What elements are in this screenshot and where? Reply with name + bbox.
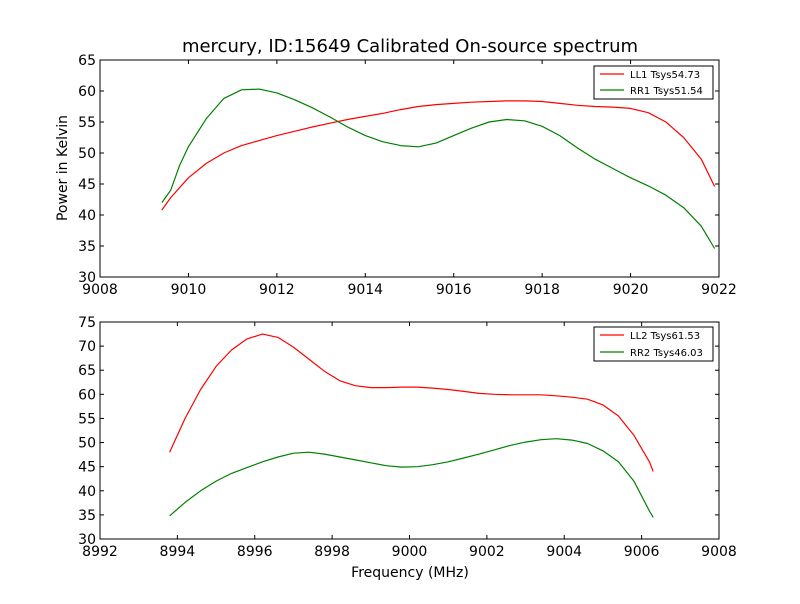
top-legend-label-ll1: LL1 Tsys54.73 xyxy=(630,70,700,81)
top-y-tick-label: 45 xyxy=(78,177,96,193)
top-y-tick-label: 55 xyxy=(78,115,96,131)
top-series-line-1 xyxy=(161,88,716,249)
top-x-tick-label: 9020 xyxy=(613,282,649,298)
top-legend-box xyxy=(593,65,714,100)
bottom-y-tick-label: 30 xyxy=(78,532,96,548)
top-x-tick-label: 9018 xyxy=(524,282,560,298)
top-y-ticks: 30 35 40 45 50 55 60 65 xyxy=(78,53,719,286)
bottom-series-line-1 xyxy=(169,438,654,518)
top-y-tick-label: 30 xyxy=(78,270,96,286)
top-plot: 9008 9010 9012 9014 9016 9018 9020 9022 30 35 40 4… xyxy=(55,53,737,298)
top-y-axis-label: Power in Kelvin xyxy=(55,115,71,221)
bottom-legend: LL2 Tsys61.53 RR2 Tsys46.03 xyxy=(593,326,714,362)
bottom-x-tick-label: 8994 xyxy=(160,544,196,560)
bottom-y-tick-label: 55 xyxy=(78,411,96,427)
top-y-tick-label: 40 xyxy=(78,208,96,224)
top-x-tick-label: 9014 xyxy=(347,282,383,298)
bottom-x-tick-label: 8992 xyxy=(82,544,118,560)
bottom-y-tick-label: 35 xyxy=(78,508,96,524)
bottom-x-tick-label: 9008 xyxy=(701,544,737,560)
top-series-lines xyxy=(161,88,716,249)
bottom-x-tick-label: 9004 xyxy=(546,544,582,560)
top-series-line-0 xyxy=(161,100,716,211)
bottom-x-tick-label: 9000 xyxy=(392,544,428,560)
top-x-tick-label: 9012 xyxy=(259,282,295,298)
bottom-y-tick-label: 40 xyxy=(78,484,96,500)
bottom-x-axis-label: Frequency (MHz) xyxy=(351,565,469,581)
bottom-y-tick-label: 65 xyxy=(78,363,96,379)
bottom-x-ticks: 8992 8994 8996 8998 9000 9002 9004 9006 9008 xyxy=(82,322,737,560)
bottom-y-tick-label: 70 xyxy=(78,339,96,355)
bottom-x-tick-label: 8998 xyxy=(314,544,350,560)
bottom-y-tick-label: 60 xyxy=(78,387,96,403)
top-plot-frame xyxy=(99,59,720,278)
bottom-series-line-0 xyxy=(169,333,654,472)
top-x-tick-label: 9010 xyxy=(171,282,207,298)
bottom-x-tick-label: 9002 xyxy=(469,544,505,560)
bottom-plot: 8992 8994 8996 8998 9000 9002 9004 9006 9008 303… xyxy=(78,315,737,581)
top-x-tick-label: 9016 xyxy=(436,282,472,298)
bottom-series-lines xyxy=(169,333,654,518)
top-y-tick-label: 65 xyxy=(78,53,96,69)
bottom-legend-box xyxy=(593,326,714,362)
top-y-tick-label: 50 xyxy=(78,146,96,162)
bottom-x-tick-label: 9006 xyxy=(624,544,660,560)
bottom-legend-label-rr2: RR2 Tsys46.03 xyxy=(630,348,703,359)
top-x-tick-label: 9008 xyxy=(82,282,118,298)
bottom-y-tick-label: 75 xyxy=(78,315,96,331)
bottom-legend-label-ll2: LL2 Tsys61.53 xyxy=(630,331,700,342)
bottom-y-tick-label: 45 xyxy=(78,460,96,476)
top-y-tick-label: 60 xyxy=(78,84,96,100)
bottom-y-ticks: 30 35 40 45 50 55 60 65 70 75 xyxy=(78,315,719,548)
top-x-ticks: 9008 9010 9012 9014 9016 9018 9020 9022 xyxy=(82,60,737,298)
bottom-x-tick-label: 8996 xyxy=(237,544,273,560)
top-x-tick-label: 9022 xyxy=(701,282,737,298)
figure-title: mercury, ID:15649 Calibrated On-source s… xyxy=(182,36,638,57)
top-y-tick-label: 35 xyxy=(78,239,96,255)
top-legend-label-rr1: RR1 Tsys51.54 xyxy=(630,86,703,97)
top-legend: LL1 Tsys54.73 RR1 Tsys51.54 xyxy=(593,65,714,100)
bottom-y-tick-label: 50 xyxy=(78,436,96,452)
